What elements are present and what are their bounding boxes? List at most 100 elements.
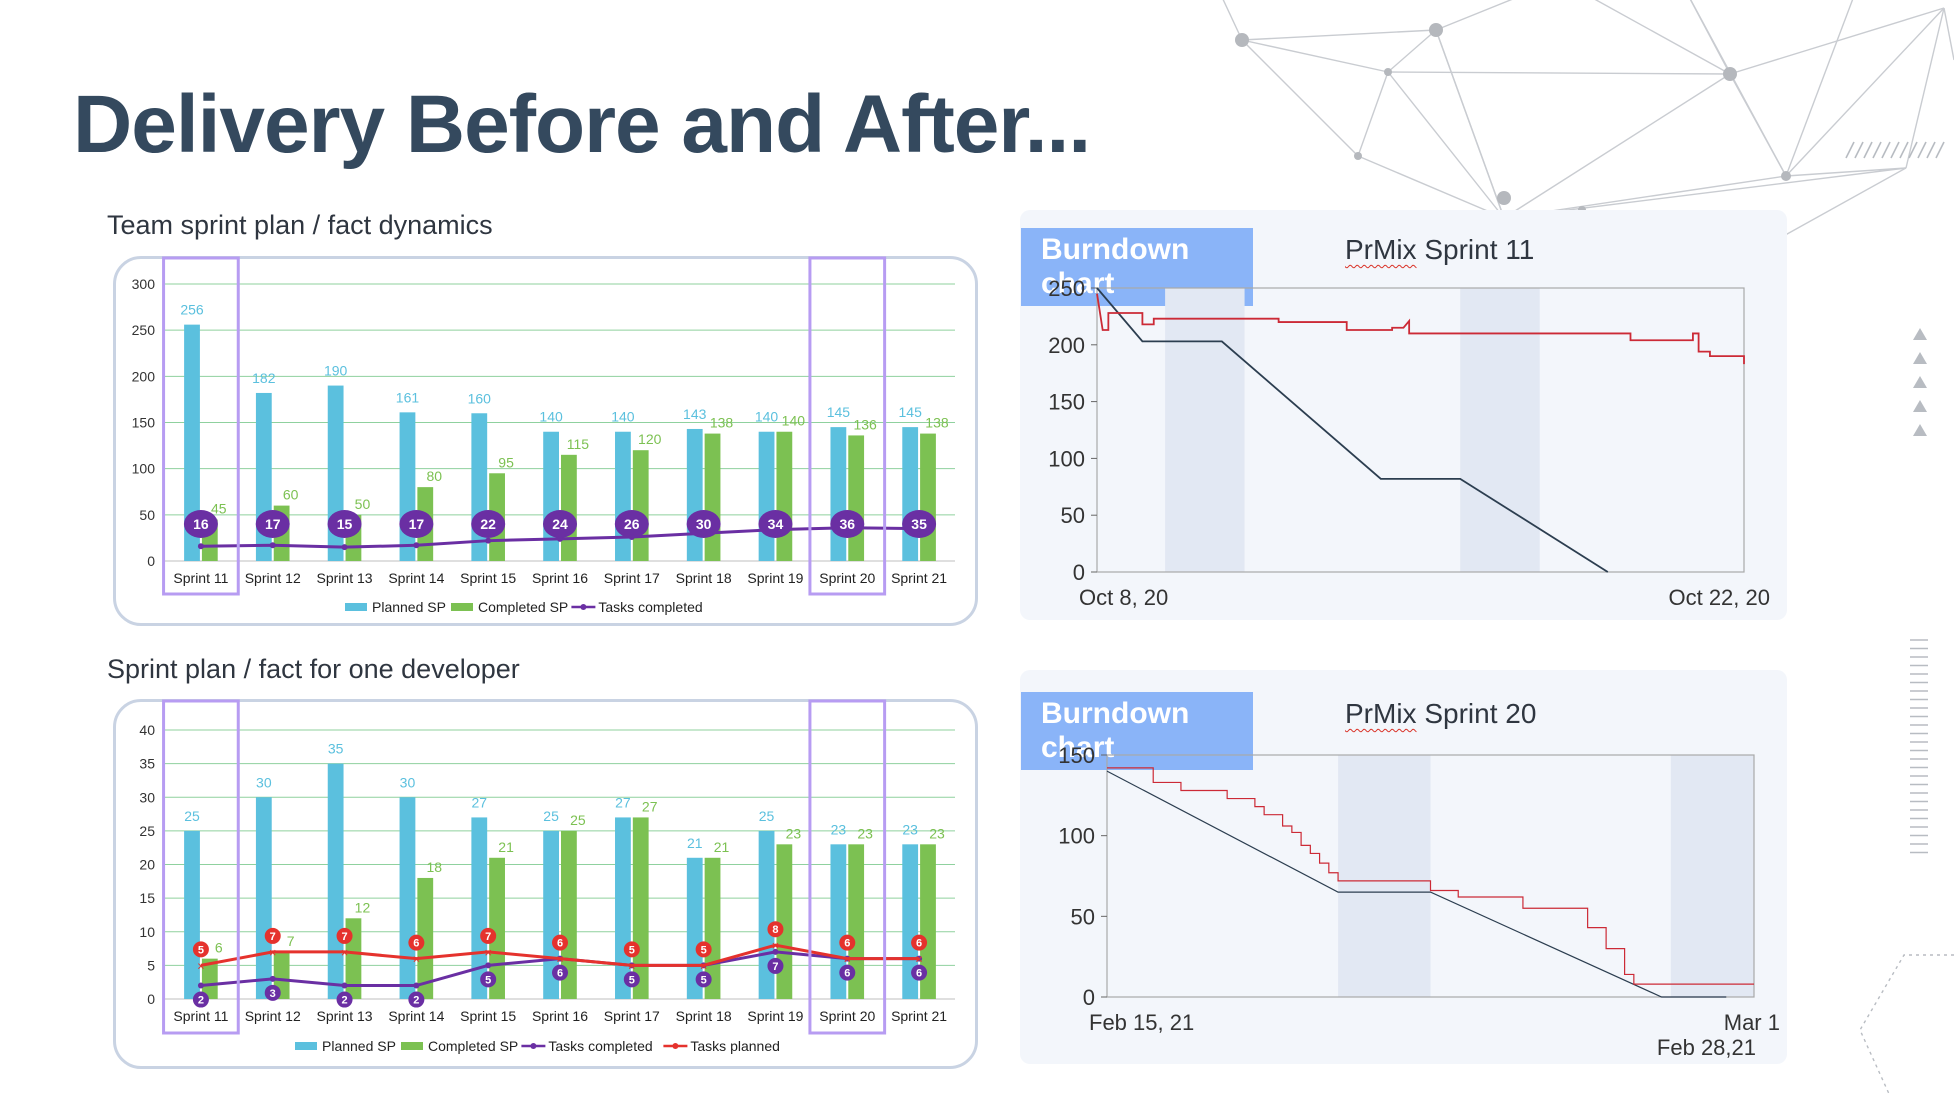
bar — [471, 413, 488, 561]
hatch-mark — [1845, 141, 1855, 159]
data-label-bubble — [192, 991, 209, 1008]
data-label: 23 — [929, 825, 945, 841]
hatch-mark — [1917, 141, 1927, 159]
y-tick-label: 150 — [1048, 390, 1085, 415]
data-label-bubble — [327, 510, 362, 538]
y-tick-label: 35 — [139, 756, 155, 772]
x-tick-label: Sprint 11 — [173, 570, 228, 586]
line-marker — [772, 948, 779, 955]
data-label: 7 — [772, 961, 778, 973]
legend-swatch — [530, 1043, 537, 1049]
y-tick-label: 5 — [147, 957, 155, 973]
bar — [561, 830, 577, 999]
bar — [615, 431, 631, 561]
data-label: 24 — [552, 516, 568, 532]
triangle-icon — [1913, 328, 1927, 340]
data-label: 17 — [265, 516, 281, 532]
triangle-icon — [1913, 424, 1927, 436]
data-label-bubble — [695, 941, 712, 958]
data-label-bubble — [911, 964, 928, 981]
x-tick-label: Sprint 15 — [460, 570, 516, 586]
x-tick-label: Sprint 19 — [747, 570, 803, 586]
data-label: 160 — [468, 390, 492, 406]
y-tick-label: 150 — [132, 415, 156, 431]
sprint-prefix: PrMix — [1345, 698, 1417, 729]
data-label: 5 — [198, 944, 204, 956]
x-tick-label: Sprint 13 — [317, 1008, 373, 1024]
x-tick-label: Sprint 20 — [819, 1008, 875, 1024]
hatch-mark — [1863, 141, 1873, 159]
legend-swatch — [580, 604, 587, 610]
data-label: 30 — [400, 774, 416, 790]
data-label-bubble — [480, 927, 497, 944]
actual-line — [1107, 767, 1754, 985]
network-edge — [1689, 0, 1731, 75]
line-marker: × — [197, 958, 205, 973]
line-marker — [197, 982, 204, 989]
legend-label: Completed SP — [478, 599, 568, 615]
x-tick-label: Sprint 17 — [604, 570, 660, 586]
data-label-bubble — [399, 510, 434, 538]
data-label-bubble — [767, 921, 784, 938]
data-label: 6 — [557, 968, 563, 980]
burndown-badge-2: Burndown chart — [1021, 692, 1253, 770]
data-label: 25 — [184, 808, 200, 824]
y-tick-label: 200 — [1048, 333, 1085, 358]
sprint-prefix: PrMix — [1345, 234, 1417, 265]
highlight-box — [808, 699, 887, 1035]
team-chart-heading: Team sprint plan / fact dynamics — [107, 210, 493, 240]
data-label: 5 — [701, 944, 707, 956]
weekend-band — [1338, 755, 1431, 997]
data-label: 16 — [193, 516, 209, 532]
burndown-sprint-name-1: PrMix Sprint 11 — [1345, 234, 1534, 266]
bar — [561, 454, 577, 561]
data-label: 2 — [413, 995, 419, 1007]
line-marker — [916, 525, 923, 532]
data-label: 26 — [624, 516, 640, 532]
data-label: 5 — [629, 974, 635, 986]
data-label: 6 — [844, 968, 850, 980]
x-tick-label: Sprint 12 — [245, 1008, 301, 1024]
line-marker — [485, 962, 492, 969]
x-tick-label: Sprint 19 — [747, 1008, 803, 1024]
y-tick-label: 30 — [139, 789, 155, 805]
data-label: 50 — [355, 496, 371, 512]
bar — [758, 431, 775, 561]
network-node — [1781, 171, 1791, 181]
line-marker: × — [628, 958, 636, 973]
data-label: 25 — [570, 812, 586, 828]
data-label-bubble — [839, 964, 856, 981]
data-label-bubble — [255, 510, 290, 538]
line-marker: × — [700, 958, 708, 973]
x-tick-label: Sprint 16 — [532, 570, 588, 586]
hatch-mark — [1908, 141, 1918, 159]
legend-label: Tasks completed — [598, 599, 702, 615]
data-label: 138 — [925, 415, 949, 431]
data-label: 15 — [337, 516, 353, 532]
bar — [848, 844, 865, 999]
line-marker: × — [269, 945, 277, 960]
bar — [201, 958, 218, 999]
line-marker — [269, 542, 276, 549]
line-marker: × — [772, 938, 780, 953]
legend-label: Tasks planned — [690, 1038, 780, 1054]
line-marker — [628, 533, 635, 540]
data-label: 143 — [683, 406, 707, 422]
data-label: 45 — [211, 500, 227, 516]
network-edge — [1387, 71, 1505, 219]
data-label: 2 — [341, 995, 347, 1007]
line-marker: × — [843, 952, 851, 967]
bar — [902, 844, 919, 999]
line-marker: × — [484, 945, 492, 960]
data-label-bubble — [695, 971, 712, 988]
network-edge — [1503, 73, 1731, 219]
line-marker — [557, 535, 563, 542]
bar — [758, 830, 775, 999]
data-label-bubble — [767, 957, 784, 974]
hatch-mark — [1926, 141, 1936, 159]
data-label-bubble — [543, 510, 577, 538]
data-label: 3 — [270, 988, 276, 1000]
x-tick-label: Sprint 11 — [173, 1008, 228, 1024]
y-tick-label: 300 — [132, 276, 156, 292]
